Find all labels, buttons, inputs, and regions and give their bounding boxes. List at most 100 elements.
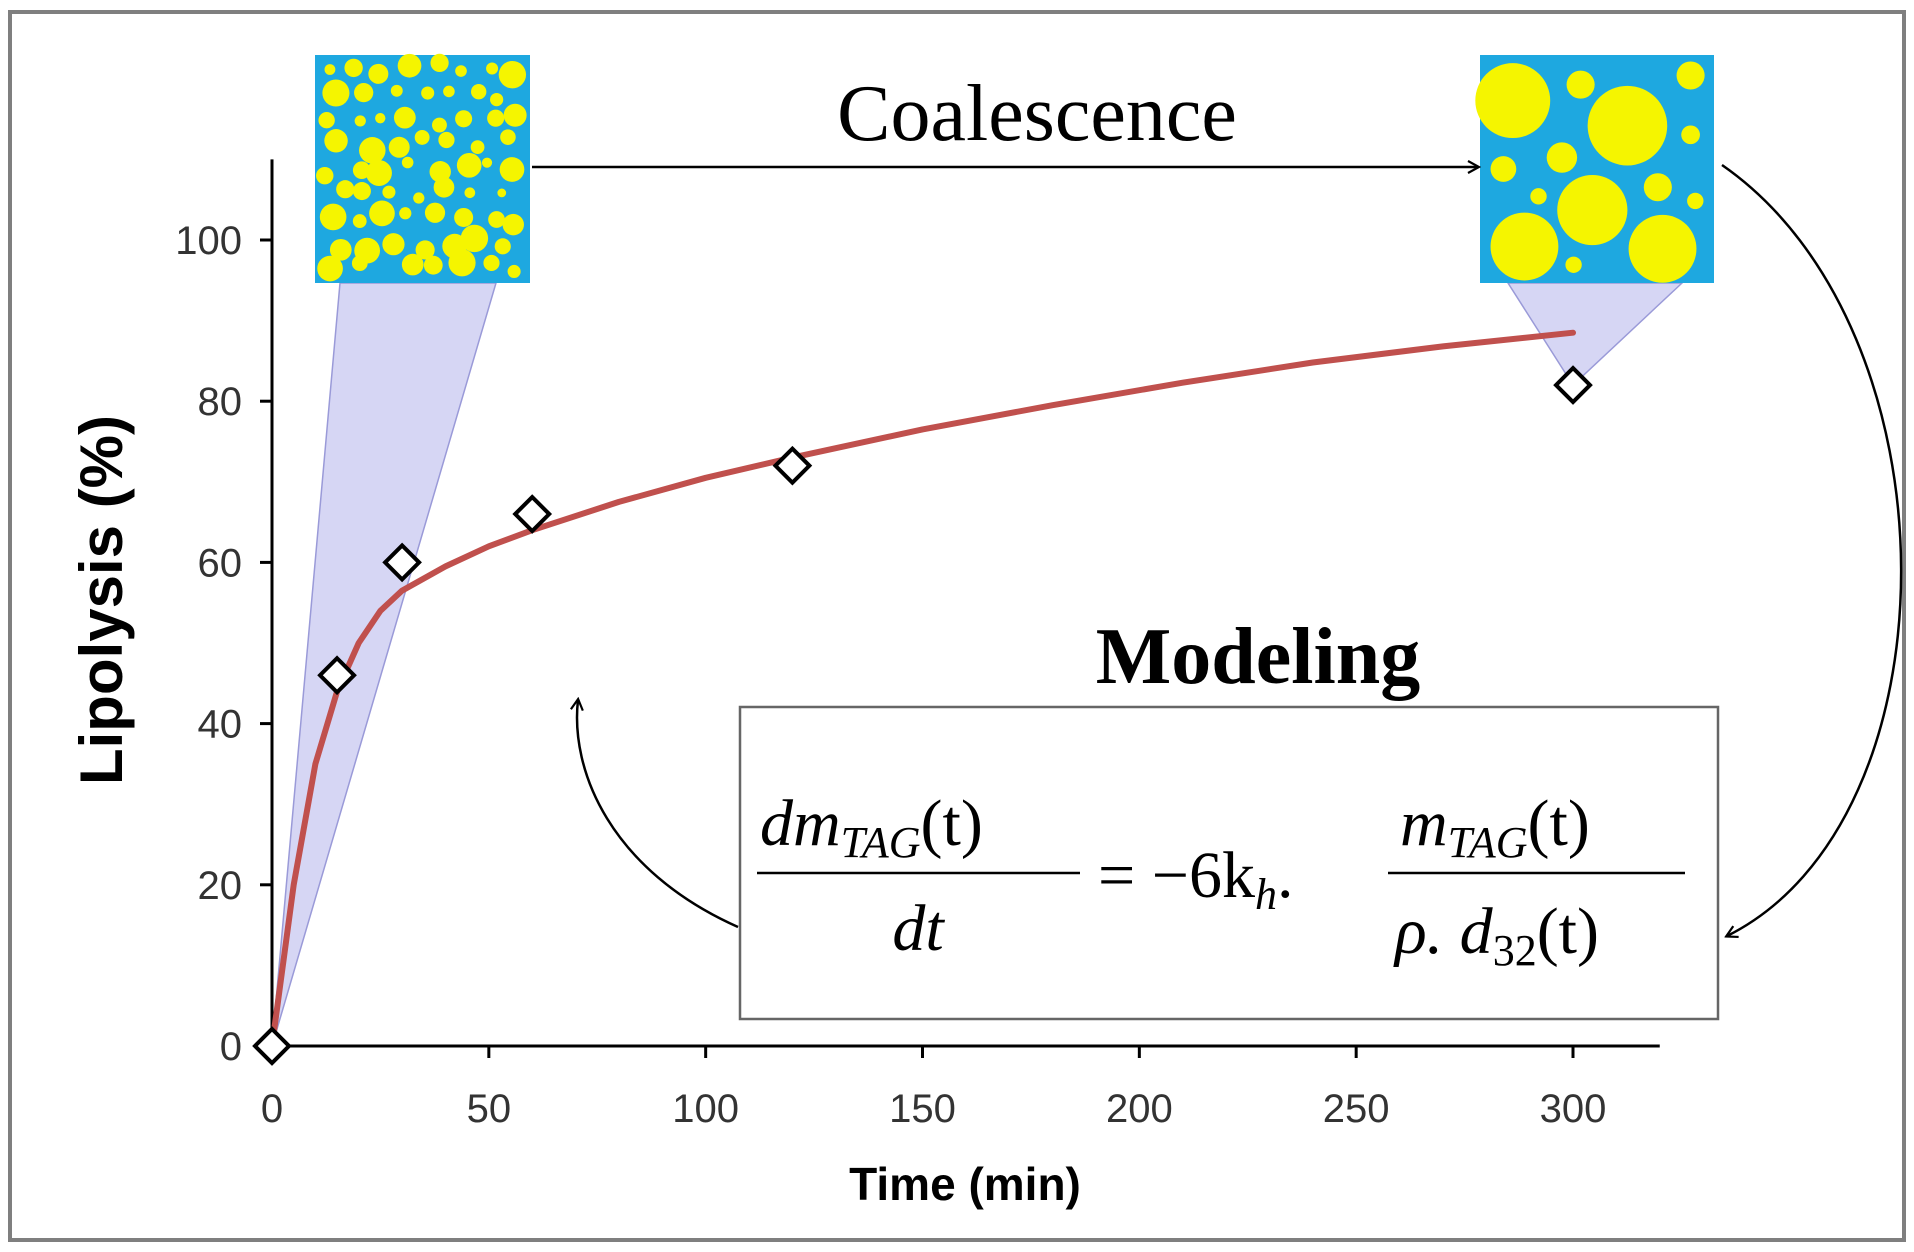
droplet bbox=[430, 53, 449, 73]
data-point bbox=[252, 1026, 292, 1066]
x-axis-title: Time (min) bbox=[849, 1158, 1081, 1210]
droplet bbox=[317, 255, 343, 282]
data-point bbox=[512, 494, 553, 534]
droplet bbox=[433, 176, 455, 198]
droplet bbox=[471, 84, 487, 100]
droplet bbox=[1643, 173, 1672, 202]
y-tick-label: 80 bbox=[198, 380, 243, 424]
droplet bbox=[438, 131, 455, 149]
eq-lhs-denominator: dt bbox=[892, 892, 945, 965]
droplet bbox=[388, 136, 410, 158]
eq-lhs-numerator: dmTAG(t) bbox=[760, 787, 983, 867]
droplet bbox=[414, 129, 430, 145]
y-axis-title: Lipolysis (%) bbox=[68, 415, 135, 785]
droplet bbox=[401, 156, 414, 169]
droplet bbox=[336, 180, 355, 199]
data-point bbox=[317, 655, 357, 696]
small-droplets-image bbox=[315, 53, 530, 283]
droplet bbox=[423, 255, 443, 275]
y-axis-ticks: 0 20 40 60 80 100 bbox=[175, 219, 272, 1069]
modeling-label: Modeling bbox=[1096, 613, 1420, 701]
droplet bbox=[319, 203, 347, 231]
x-tick-label: 300 bbox=[1540, 1087, 1607, 1131]
droplet bbox=[1546, 142, 1578, 173]
droplet bbox=[382, 185, 396, 199]
droplet bbox=[443, 85, 455, 98]
droplet bbox=[316, 166, 334, 185]
droplet bbox=[1687, 192, 1704, 210]
droplet bbox=[324, 64, 336, 75]
droplet bbox=[415, 240, 435, 260]
droplet bbox=[503, 103, 527, 127]
droplet bbox=[490, 92, 504, 107]
droplet bbox=[498, 61, 527, 89]
droplet bbox=[454, 207, 474, 228]
data-markers bbox=[252, 365, 1593, 1066]
droplet bbox=[318, 112, 335, 129]
droplet bbox=[497, 188, 507, 198]
droplet bbox=[488, 211, 505, 228]
droplet bbox=[399, 207, 412, 220]
droplet bbox=[481, 157, 493, 168]
droplet bbox=[494, 238, 511, 255]
droplet bbox=[483, 254, 500, 272]
equation: dmTAG(t) dt = −6kh. mTAG(t) ρ. d32(t) bbox=[757, 787, 1685, 975]
droplet bbox=[1530, 188, 1547, 205]
large-droplets-image bbox=[1475, 55, 1714, 283]
curved-arrow-left bbox=[577, 700, 739, 929]
droplet bbox=[1681, 125, 1700, 145]
droplet bbox=[1676, 61, 1705, 90]
eq-coefficient: = −6kh. bbox=[1098, 839, 1293, 919]
droplet bbox=[1587, 85, 1668, 166]
droplet bbox=[502, 213, 524, 236]
droplet bbox=[413, 192, 425, 204]
droplet bbox=[382, 233, 405, 256]
y-tick-label: 40 bbox=[198, 703, 243, 747]
zoom-wedge-left bbox=[271, 282, 498, 1047]
droplet bbox=[359, 137, 386, 164]
droplet bbox=[401, 253, 424, 276]
eq-rhs-denominator: ρ. d32(t) bbox=[1393, 895, 1599, 975]
data-point bbox=[382, 542, 422, 583]
equation-box bbox=[738, 705, 1720, 1021]
droplet bbox=[393, 106, 416, 129]
droplet bbox=[421, 86, 435, 100]
droplet bbox=[354, 83, 374, 103]
droplet bbox=[352, 214, 367, 228]
data-point bbox=[1553, 365, 1593, 405]
droplet bbox=[322, 79, 350, 107]
droplet bbox=[460, 224, 489, 253]
droplet bbox=[375, 112, 386, 124]
x-tick-label: 150 bbox=[889, 1087, 956, 1131]
droplet bbox=[456, 152, 482, 178]
droplet bbox=[432, 117, 447, 133]
y-tick-label: 20 bbox=[198, 864, 243, 908]
x-tick-label: 100 bbox=[672, 1087, 739, 1131]
droplet bbox=[448, 249, 476, 277]
droplet bbox=[324, 129, 348, 153]
droplet bbox=[1566, 70, 1595, 99]
y-tick-label: 0 bbox=[220, 1025, 242, 1069]
droplet bbox=[507, 264, 521, 279]
curved-arrow-right bbox=[1721, 163, 1903, 936]
figure-border bbox=[8, 10, 1906, 1242]
droplet bbox=[397, 53, 422, 78]
droplet bbox=[455, 110, 473, 128]
x-tick-label: 50 bbox=[467, 1087, 512, 1131]
droplet bbox=[455, 65, 467, 77]
droplet bbox=[487, 109, 505, 127]
y-tick-label: 100 bbox=[175, 219, 242, 263]
droplet bbox=[500, 129, 516, 145]
droplet bbox=[1475, 63, 1551, 139]
droplet bbox=[365, 160, 392, 186]
coalescence-label: Coalescence bbox=[837, 70, 1237, 158]
x-tick-label: 250 bbox=[1323, 1087, 1390, 1131]
x-tick-label: 0 bbox=[261, 1087, 283, 1131]
droplet bbox=[390, 84, 403, 97]
x-axis-ticks: 0 50 100 150 200 250 300 bbox=[261, 1046, 1607, 1131]
droplet bbox=[369, 200, 395, 227]
droplet bbox=[368, 63, 389, 84]
droplet bbox=[351, 255, 368, 272]
